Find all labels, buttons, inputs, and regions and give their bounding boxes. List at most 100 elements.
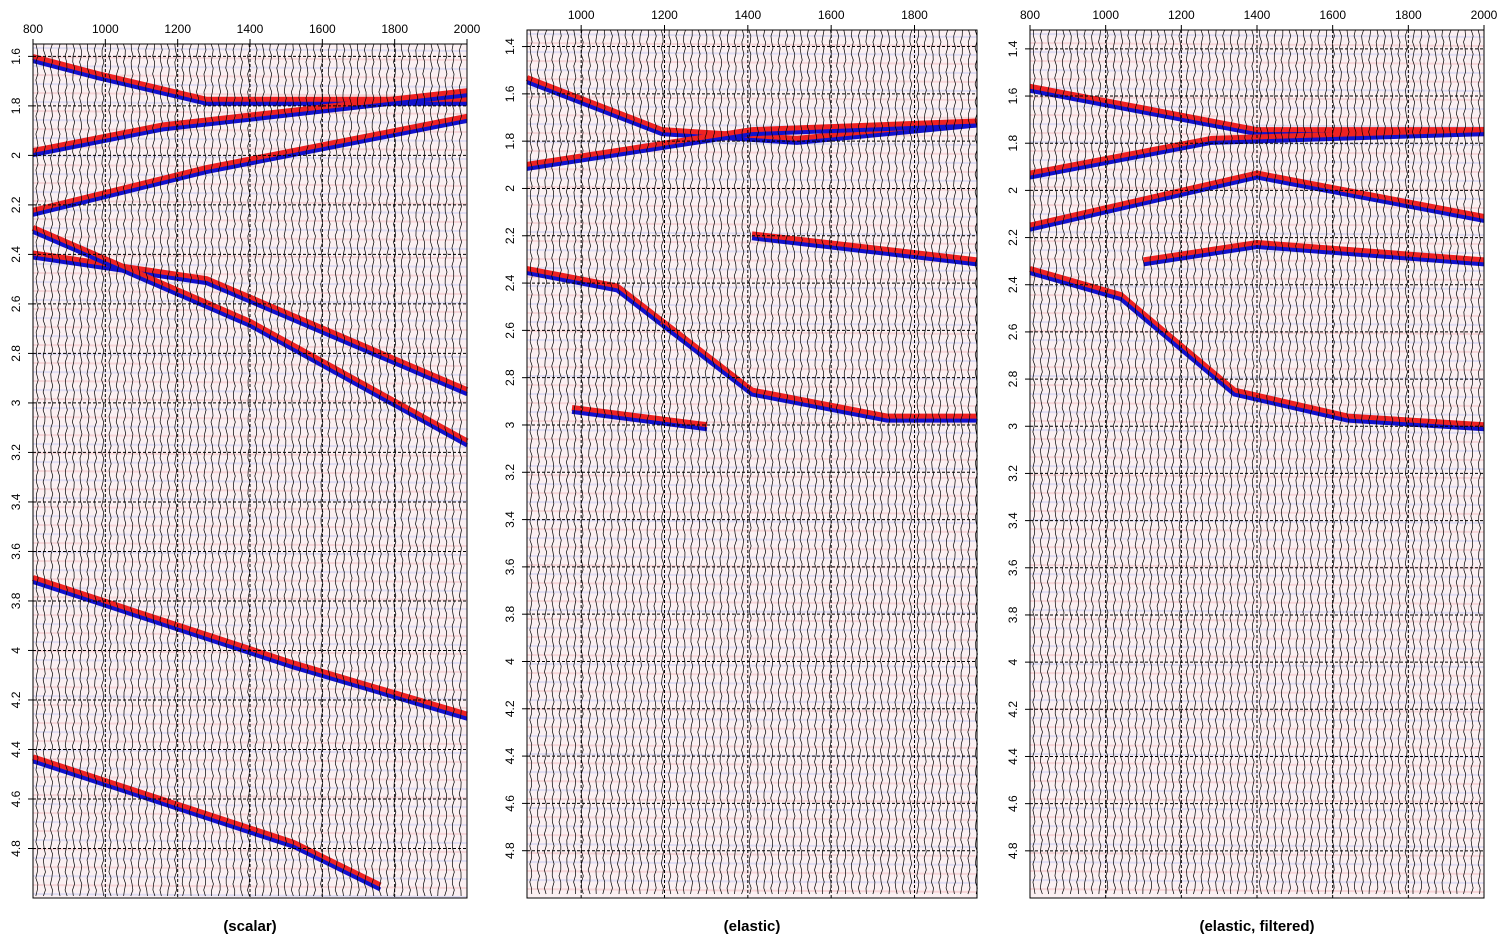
trace xyxy=(1397,29,1401,895)
trace-stripe xyxy=(526,348,978,353)
trace xyxy=(1360,29,1365,895)
x-tick-label: 1200 xyxy=(651,8,678,22)
trace xyxy=(144,43,149,897)
trace xyxy=(225,43,229,897)
y-tick-label: 3.8 xyxy=(9,592,23,609)
trace xyxy=(1404,29,1408,895)
trace xyxy=(894,29,898,895)
reflection-red xyxy=(1029,266,1485,429)
trace xyxy=(638,29,643,895)
trace-stripe xyxy=(526,852,978,857)
trace xyxy=(159,43,163,897)
reflection-red xyxy=(32,88,468,154)
trace xyxy=(407,43,411,897)
trace xyxy=(1090,29,1095,895)
trace-stripe xyxy=(526,726,978,731)
y-tick-label: 4.4 xyxy=(9,741,23,758)
trace xyxy=(1141,29,1146,895)
trace xyxy=(544,29,548,895)
trace xyxy=(573,29,577,895)
panel-frame xyxy=(32,43,468,899)
reflection-blue xyxy=(32,580,468,721)
trace xyxy=(1317,29,1321,895)
trace-stripe xyxy=(526,870,978,875)
trace xyxy=(1419,29,1423,895)
y-tick-label: 2.6 xyxy=(1006,323,1020,340)
trace xyxy=(938,29,942,895)
trace xyxy=(1068,29,1073,895)
trace xyxy=(290,43,295,897)
caption: (elastic, filtered) xyxy=(1199,918,1314,935)
x-tick-label: 1600 xyxy=(818,8,845,22)
y-tick-label: 4.6 xyxy=(503,795,517,812)
trace xyxy=(952,29,957,895)
trace xyxy=(960,29,964,895)
trace-stripe xyxy=(526,465,978,470)
trace xyxy=(901,29,905,895)
trace xyxy=(1098,29,1102,895)
trace-stripe xyxy=(526,294,978,299)
trace xyxy=(930,29,935,895)
trace xyxy=(726,29,730,895)
trace xyxy=(349,43,353,897)
trace-stripe xyxy=(526,555,978,560)
panel: 800 1000 1200 1400 1600 1800 2000 1.6 1.8 2 2.2 2.4… xyxy=(9,22,480,935)
trace xyxy=(429,43,433,897)
trace xyxy=(602,29,606,895)
trace xyxy=(1251,29,1255,895)
trace-stripe xyxy=(526,492,978,497)
trace xyxy=(872,29,876,895)
caption: (scalar) xyxy=(223,918,276,935)
trace xyxy=(458,43,462,897)
reflection-red xyxy=(571,404,708,429)
y-tick-label: 2.8 xyxy=(9,345,23,362)
trace-stripe xyxy=(526,843,978,848)
reflection-blue xyxy=(32,255,468,396)
trace xyxy=(777,29,781,895)
y-tick-label: 3.6 xyxy=(1006,559,1020,576)
trace xyxy=(1273,29,1277,895)
trace-stripe xyxy=(526,447,978,452)
trace xyxy=(356,43,360,897)
y-tick-label: 3.4 xyxy=(503,511,517,528)
y-tick-label: 2.8 xyxy=(1006,370,1020,387)
trace xyxy=(1463,29,1467,895)
trace xyxy=(653,29,657,895)
y-tick-label: 4 xyxy=(9,647,23,654)
trace xyxy=(1214,29,1219,895)
trace-stripe xyxy=(526,600,978,605)
y-tick-label: 3 xyxy=(9,399,23,406)
trace-stripe xyxy=(526,483,978,488)
trace xyxy=(814,29,818,895)
trace-stripe xyxy=(526,78,978,83)
trace xyxy=(697,29,701,895)
reflection-red xyxy=(32,113,468,214)
trace-stripe xyxy=(526,654,978,659)
trace xyxy=(1149,29,1153,895)
x-tick-label: 1600 xyxy=(1319,8,1346,22)
panel-frame xyxy=(526,29,978,899)
trace-stripe xyxy=(526,366,978,371)
y-tick-label: 4.8 xyxy=(503,842,517,859)
trace xyxy=(1375,29,1379,895)
trace xyxy=(1433,29,1438,895)
trace xyxy=(196,43,200,897)
trace xyxy=(1163,29,1167,895)
trace xyxy=(1295,29,1299,895)
trace-stripe xyxy=(526,636,978,641)
panel: 800 1000 1200 1400 1600 1800 2000 1.4 1.6 1.8 2 2.2… xyxy=(1006,8,1497,935)
trace xyxy=(1266,29,1270,895)
y-tick-label: 3.8 xyxy=(503,606,517,623)
trace xyxy=(631,29,635,895)
reflection-blue xyxy=(660,323,977,423)
reflection-blue xyxy=(751,236,978,267)
caption: (elastic) xyxy=(724,918,781,935)
trace xyxy=(1244,29,1248,895)
trace xyxy=(1455,29,1459,895)
trace-stripe xyxy=(526,618,978,623)
x-tick-label: 1800 xyxy=(1395,8,1422,22)
y-tick-label: 4.2 xyxy=(1006,701,1020,718)
y-tick-label: 3.2 xyxy=(1006,465,1020,482)
trace xyxy=(1047,29,1051,895)
trace xyxy=(115,43,119,897)
